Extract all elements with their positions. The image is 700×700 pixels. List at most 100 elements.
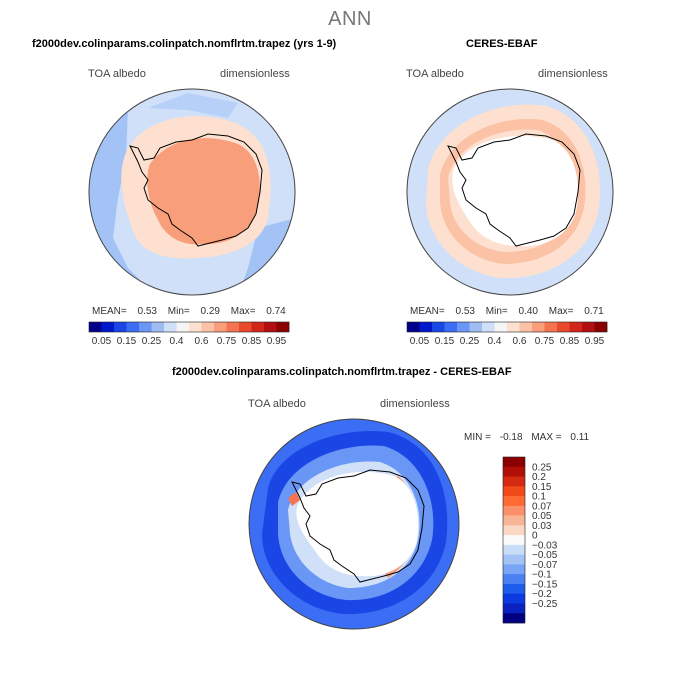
panel2-colorbar-swatch	[407, 322, 420, 332]
panel2-colorbar-swatch	[457, 322, 470, 332]
panel2-colorbar-swatch	[557, 322, 570, 332]
diff-colorbar-swatch	[503, 466, 525, 477]
diff-colorbar-tick-label: 0.2	[532, 472, 546, 483]
panel2-colorbar-swatch	[482, 322, 495, 332]
panel1-colorbar-swatch	[239, 322, 252, 332]
diff-colorbar-tick-label: 0.03	[532, 521, 552, 532]
diff-min-label: MIN =	[464, 432, 491, 443]
diff-colorbar-tick-label: 0.1	[532, 492, 546, 503]
panel2-colorbar-tick-label: 0.95	[585, 336, 605, 347]
panel1-min-value: 0.29	[200, 306, 220, 317]
diff-colorbar-swatch	[503, 574, 525, 585]
diff-colorbar-tick-label: −0.05	[532, 550, 558, 561]
panel1-colorbar-tick-label: 0.05	[92, 336, 112, 347]
panel2-mean-label: MEAN=	[410, 306, 445, 317]
panel2-colorbar-tick-label: 0.6	[513, 336, 527, 347]
diff-units: dimensionless	[380, 398, 450, 410]
panel1-mean-label: MEAN=	[92, 306, 127, 317]
diff-min-value: -0.18	[499, 432, 523, 443]
p2-ice-sheet-nodata	[452, 135, 579, 247]
diff-colorbar-tick-label: −0.15	[532, 579, 558, 590]
diff-map	[248, 418, 460, 630]
diff-colorbar-swatch	[503, 564, 525, 575]
panel1-colorbar-swatch	[251, 322, 265, 332]
diff-colorbar-swatch	[503, 525, 525, 536]
d-coastline	[291, 469, 425, 583]
panel2-colorbar-swatch	[569, 322, 583, 332]
panel1-colorbar-tick-label: 0.15	[117, 336, 137, 347]
panel1-colorbar-swatch	[264, 322, 277, 332]
diff-colorbar-tick-label: −0.1	[532, 570, 552, 581]
panel2-colorbar-swatch	[532, 322, 545, 332]
diff-colorbar-swatch	[503, 457, 525, 468]
panel2-colorbar-swatch	[469, 322, 483, 332]
panel1-colorbar-swatch	[89, 322, 102, 332]
panel1-map	[88, 88, 296, 296]
panel2-colorbar-swatch	[494, 322, 508, 332]
diff-colorbar-swatch	[503, 496, 525, 507]
diff-colorbar-swatch	[503, 544, 525, 555]
panel1-colorbar-swatch	[101, 322, 115, 332]
panel1-colorbar-tick-label: 0.85	[242, 336, 262, 347]
diff-colorbar-swatch	[503, 505, 525, 516]
panel2-colorbar-tick-label: 0.4	[488, 336, 502, 347]
diff-colorbar-swatch	[503, 515, 525, 526]
diff-colorbar-swatch	[503, 486, 525, 497]
season-title: ANN	[328, 8, 372, 30]
diff-colorbar-tick-label: 0.15	[532, 482, 552, 493]
panel2-colorbar-swatch	[419, 322, 433, 332]
diff-colorbar-tick-label: −0.2	[532, 589, 552, 600]
diff-colorbar-tick-label: −0.03	[532, 540, 558, 551]
panel2-max-label: Max=	[548, 306, 574, 317]
diff-variable: TOA albedo	[248, 398, 306, 410]
panel1-title: f2000dev.colinparams.colinpatch.nomflrtm…	[32, 38, 337, 50]
panel2-title: CERES-EBAF	[466, 38, 538, 50]
panel2-colorbar-tick-label: 0.75	[535, 336, 555, 347]
diff-title: f2000dev.colinparams.colinpatch.nomflrtm…	[172, 366, 512, 378]
diff-max-value: 0.11	[570, 432, 590, 443]
panel2-min-value: 0.40	[518, 306, 538, 317]
p1-lowalbedo-patch-n	[148, 93, 238, 118]
panel2-colorbar-swatch	[444, 322, 458, 332]
panel1-units: dimensionless	[220, 68, 290, 80]
panel1-colorbar-swatch	[226, 322, 240, 332]
diff-colorbar-tick-label: 0.25	[532, 462, 552, 473]
panel2-colorbar: 0.05 0.15 0.25 0.4 0.6 0.75 0.85 0.95	[406, 321, 608, 347]
diff-colorbar-swatch	[503, 593, 525, 604]
p2-coastline	[447, 133, 581, 247]
panel2-map	[406, 88, 614, 296]
panel2-colorbar-tick-label: 0.05	[410, 336, 430, 347]
diff-colorbar-tick-label: 0.07	[532, 501, 552, 512]
panel1-colorbar-swatch	[201, 322, 215, 332]
panel1-max-label: Max=	[230, 306, 256, 317]
d-ice-sheet-nodata	[296, 471, 419, 577]
panel2-variable: TOA albedo	[406, 68, 464, 80]
panel1-colorbar-swatch	[139, 322, 152, 332]
panel2-colorbar-tick-label: 0.85	[560, 336, 580, 347]
panel2-colorbar-swatch	[544, 322, 558, 332]
diff-colorbar-swatch	[503, 613, 525, 624]
panel2-mean-value: 0.53	[455, 306, 475, 317]
diff-colorbar-tick-label: 0.05	[532, 511, 552, 522]
diff-colorbar-swatch	[503, 554, 525, 565]
panel1-colorbar-tick-label: 0.6	[195, 336, 209, 347]
panel1-colorbar-swatch	[126, 322, 140, 332]
panel2-colorbar-tick-label: 0.25	[460, 336, 480, 347]
diff-colorbar-swatch	[503, 535, 525, 546]
panel2-colorbar-tick-label: 0.15	[435, 336, 455, 347]
panel2-min-label: Min=	[485, 306, 508, 317]
panel1-colorbar-swatch	[114, 322, 127, 332]
panel1-min-label: Min=	[167, 306, 190, 317]
panel2-colorbar-swatch	[507, 322, 520, 332]
panel1-colorbar-swatch	[151, 322, 165, 332]
diff-colorbar: 0.250.20.150.10.070.050.030−0.03−0.05 −0.…	[502, 456, 558, 624]
panel1-colorbar-tick-label: 0.95	[267, 336, 287, 347]
diff-colorbar-swatch	[503, 476, 525, 487]
panel1-colorbar-swatch	[189, 322, 202, 332]
panel1-colorbar-swatch	[164, 322, 177, 332]
diff-colorbar-tick-label: 0	[532, 531, 538, 542]
panel1-max-value: 0.74	[266, 306, 286, 317]
panel1-colorbar-tick-label: 0.75	[217, 336, 237, 347]
diff-colorbar-tick-label: −0.25	[532, 599, 558, 610]
panel2-colorbar-swatch	[432, 322, 445, 332]
